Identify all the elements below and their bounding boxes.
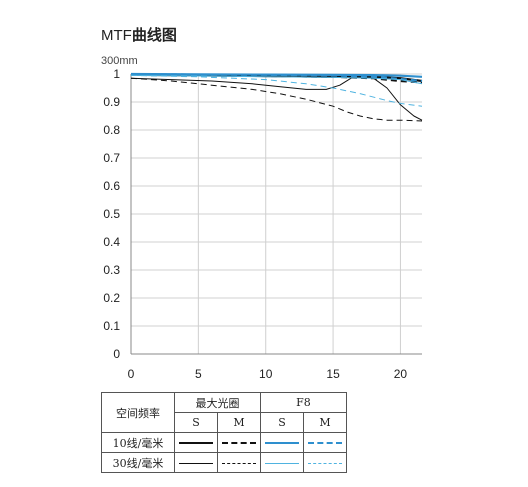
legend-swatch bbox=[217, 432, 261, 453]
legend-swatch bbox=[303, 432, 347, 453]
legend-group-max-aperture: 最大光圈 bbox=[174, 392, 261, 413]
series-line bbox=[130, 73, 423, 83]
y-tick-label: 0.6 bbox=[103, 179, 120, 193]
legend-col-s: S bbox=[260, 412, 304, 433]
y-tick-label: 1 bbox=[113, 67, 120, 81]
legend-row-header: 空间频率 bbox=[101, 392, 175, 433]
y-tick-label: 0.7 bbox=[103, 151, 120, 165]
series-line bbox=[130, 74, 423, 85]
title-suffix: 曲线图 bbox=[131, 27, 177, 44]
x-tick-label: 10 bbox=[259, 367, 273, 381]
series-line bbox=[130, 73, 423, 84]
y-tick-label: 0.2 bbox=[103, 291, 120, 305]
swatch-max-30-s bbox=[179, 462, 213, 464]
swatch-f8-30-s bbox=[265, 462, 299, 464]
swatch-f8-10-m bbox=[308, 442, 342, 444]
swatch-f8-30-m bbox=[308, 462, 342, 464]
legend-group-f8: F8 bbox=[260, 392, 347, 413]
legend-table: 空间频率 最大光圈 F8 S M S M 10线/毫米 30线/毫米 bbox=[101, 392, 347, 473]
legend-swatch bbox=[303, 452, 347, 473]
swatch-max-30-m bbox=[222, 462, 256, 464]
swatch-f8-10-s bbox=[265, 442, 299, 444]
y-tick-label: 0.3 bbox=[103, 263, 120, 277]
x-tick-label: 0 bbox=[128, 367, 135, 381]
legend-row-10: 10线/毫米 bbox=[101, 432, 175, 453]
swatch-max-10-m bbox=[222, 442, 256, 444]
y-tick-label: 0 bbox=[113, 347, 120, 361]
y-tick-label: 0.1 bbox=[103, 319, 120, 333]
legend-col-s: S bbox=[174, 412, 218, 433]
title-prefix: MTF bbox=[101, 27, 132, 44]
legend-swatch bbox=[174, 432, 218, 453]
chart-subtitle: 300mm bbox=[101, 55, 138, 67]
legend-swatch bbox=[260, 432, 304, 453]
mtf-chart: 0 5 10 15 20 0 0.1 0.2 0.3 0.4 0.5 0.6 0.7 0.8 0.9 1 bbox=[103, 67, 423, 381]
legend-swatch bbox=[217, 452, 261, 473]
y-tick-label: 0.8 bbox=[103, 123, 120, 137]
legend-col-m: M bbox=[217, 412, 261, 433]
y-tick-label: 0.5 bbox=[103, 207, 120, 221]
series-line bbox=[130, 76, 423, 121]
x-tick-label: 15 bbox=[326, 367, 340, 381]
series-line bbox=[130, 77, 423, 122]
swatch-max-10-s bbox=[179, 442, 213, 444]
series-line bbox=[130, 74, 423, 107]
chart-title: MTF曲线图 bbox=[101, 24, 177, 45]
legend-row-30: 30线/毫米 bbox=[101, 452, 175, 473]
x-tick-label: 20 bbox=[394, 367, 408, 381]
legend-swatch bbox=[260, 452, 304, 473]
y-tick-label: 0.4 bbox=[103, 235, 120, 249]
legend-swatch bbox=[174, 452, 218, 473]
y-tick-label: 0.9 bbox=[103, 95, 120, 109]
legend-col-m: M bbox=[303, 412, 347, 433]
x-tick-label: 5 bbox=[195, 367, 202, 381]
